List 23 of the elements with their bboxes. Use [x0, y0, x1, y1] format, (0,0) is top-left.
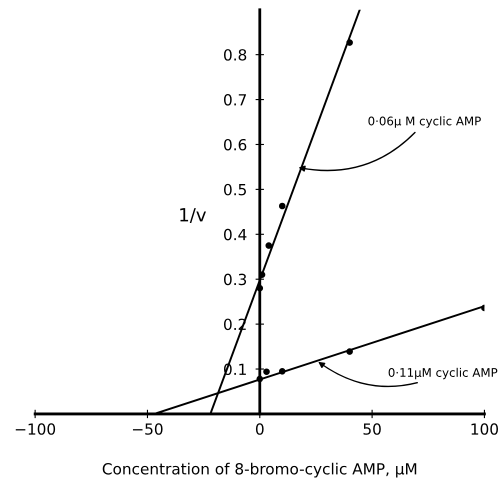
annotation: 0·11μM cyclic AMP: [388, 368, 498, 380]
x-tick-label: −100: [16, 423, 56, 435]
y-tick-label: 0.4: [224, 228, 246, 240]
point: [278, 368, 286, 375]
y-tick-label: 0.3: [224, 274, 246, 286]
point: [256, 376, 264, 382]
point: [278, 202, 286, 210]
x-tick-label: 100: [472, 423, 498, 435]
x-axis-title: Concentration of 8-bromo-cyclic AMP, μM: [102, 462, 416, 478]
y-tick-label: 0.8: [224, 49, 246, 61]
y-tick-label: 0.5: [224, 184, 246, 196]
x-tick-label: 50: [364, 423, 381, 435]
point: [263, 368, 270, 376]
point: [265, 242, 272, 249]
y-tick-label: 0.6: [224, 138, 246, 150]
y-tick-label: 0.7: [224, 94, 246, 106]
x-tick-label: 0: [256, 423, 264, 435]
point: [346, 39, 353, 46]
annotation: 0·06μ M cyclic AMP: [368, 116, 481, 128]
y-axis-title: 1/v: [180, 208, 206, 223]
point: [256, 284, 264, 292]
point: [346, 348, 353, 355]
x-tick-label: −50: [132, 423, 163, 435]
